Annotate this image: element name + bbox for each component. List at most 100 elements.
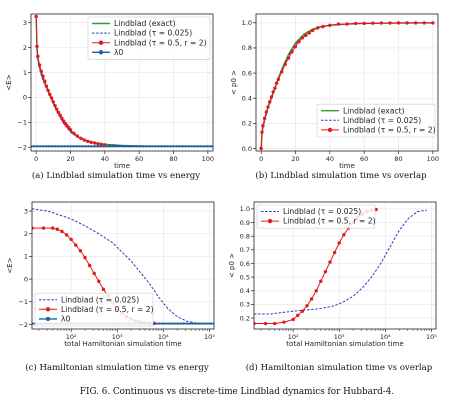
series-lambda0-point [151, 145, 154, 148]
y-tick-label: 0 [23, 94, 27, 102]
legend: Lindblad (exact)Lindblad (τ = 0.025)Lind… [316, 103, 436, 138]
series-tau05-point [300, 36, 305, 40]
series-tau05-point [297, 39, 301, 44]
series-lambda0-point [175, 145, 178, 148]
y-tick-label: 0.6 [240, 260, 250, 268]
legend-label: Lindblad (τ = 0.5, r = 2) [343, 126, 436, 135]
series-lambda0-point [48, 145, 51, 148]
grid [254, 202, 436, 329]
legend-label: Lindblad (τ = 0.025) [114, 29, 192, 38]
legend-label: Lindblad (exact) [114, 19, 176, 28]
series-lambda0-point [63, 145, 66, 148]
legend-label: Lindblad (τ = 0.025) [343, 116, 421, 125]
series-tau05-point [307, 31, 311, 35]
series-lambda0-point [72, 145, 75, 148]
series-tau05-point [48, 92, 52, 97]
x-tick-label: 80 [394, 155, 402, 163]
legend: Lindblad (τ = 0.025)Lindblad (τ = 0.5, r… [34, 292, 154, 327]
legend: Lindblad (τ = 0.025)Lindblad (τ = 0.5, r… [256, 204, 376, 229]
series-tau05-point [388, 21, 392, 25]
series-lambda0-point [158, 322, 161, 325]
series-lambda0-point [199, 145, 202, 148]
legend-label: Lindblad (τ = 0.5, r = 2) [114, 38, 207, 47]
x-tick-label: 60 [135, 155, 143, 163]
x-tick-label: 0 [259, 155, 263, 163]
panel-caption: (c) Hamiltonian simulation time vs energ… [25, 362, 209, 373]
series-lambda0-point [161, 322, 164, 325]
series-lambda0-point [200, 322, 203, 325]
y-tick-label: 2 [23, 44, 27, 52]
series-lambda0-point [133, 145, 136, 148]
series-lambda0-point [173, 322, 176, 325]
series-lambda0-point [176, 322, 179, 325]
legend-label: Lindblad (exact) [343, 106, 405, 115]
y-tick-label: 1 [23, 69, 27, 77]
series-lambda0-point [51, 145, 54, 148]
y-tick-label: 0.9 [240, 219, 250, 227]
y-tick-label: −1 [18, 298, 28, 306]
series-tau05-point [43, 79, 47, 83]
series-tau05-point [58, 113, 62, 118]
series-tau05-point [34, 14, 38, 19]
series-tau05-point [55, 227, 60, 231]
series-lambda0-point [197, 322, 200, 325]
y-axis-label: <E> [6, 257, 14, 273]
series-lambda0-point [190, 145, 193, 148]
series-lambda0-point [60, 145, 63, 148]
series-tau05-point [56, 110, 61, 115]
series-tau05-point [44, 84, 49, 88]
series-tau05-point [264, 110, 269, 114]
x-tick-label: 10² [66, 333, 77, 341]
legend-swatch-tau05-marker [327, 127, 333, 133]
series-tau05-point [396, 21, 401, 25]
x-tick-label: 10⁴ [158, 333, 169, 341]
series-lambda0-point [114, 145, 118, 148]
series-tau05-point [69, 237, 73, 242]
series-tau05-point [74, 243, 78, 247]
x-axis-label: time [339, 162, 355, 170]
legend-swatch-tau05-marker [45, 307, 51, 312]
series-lambda0-point [35, 145, 39, 148]
series-tau05-point [39, 69, 44, 73]
series-tau05-point [75, 134, 80, 138]
series-lambda0-point [160, 145, 163, 148]
panel-caption: (b) Lindblad simulation time vs overlap [255, 170, 427, 181]
series-lambda0-point [102, 145, 105, 148]
series-tau05-point [286, 56, 291, 60]
series-lambda0-point [182, 322, 185, 325]
series-lambda0-point [96, 145, 99, 148]
series-tau05-point [60, 116, 64, 121]
series-lambda0-point [39, 145, 42, 148]
x-tick-label: 40 [101, 155, 109, 163]
series-lambda0-point [154, 145, 157, 148]
y-tick-label: 2 [24, 230, 28, 238]
series-tau05-point [37, 63, 42, 67]
x-tick-label: 0 [34, 155, 38, 163]
y-tick-label: 0.4 [240, 287, 250, 295]
series-tau05-point [328, 260, 332, 264]
series-tau05-point [353, 21, 358, 26]
series-lambda0-point [108, 145, 111, 148]
series-tau05-point [336, 22, 341, 26]
y-tick-label: 0.3 [240, 301, 250, 309]
series-lambda0-point [203, 322, 206, 325]
series-tau05-point [321, 24, 325, 29]
series-lambda0-point [90, 145, 93, 148]
y-tick-label: 0.8 [242, 44, 252, 52]
legend-swatch-lambda0-marker [98, 50, 104, 55]
plot-area [259, 21, 435, 151]
x-tick-label: 10² [288, 333, 299, 341]
series-tau05-point [92, 271, 96, 276]
series-lambda0-point [178, 145, 181, 148]
series-tau05-point [323, 269, 328, 274]
series-lambda0-point [206, 322, 210, 325]
y-tick-label: 1.0 [240, 205, 250, 213]
series-tau05-point [51, 100, 56, 104]
series-lambda0-point [75, 145, 78, 148]
series-tau05-point [83, 255, 87, 260]
legend-box [256, 204, 376, 229]
series-tau05-point [283, 62, 287, 66]
series-tau05-point [266, 105, 270, 109]
series-lambda0-point [45, 145, 48, 148]
